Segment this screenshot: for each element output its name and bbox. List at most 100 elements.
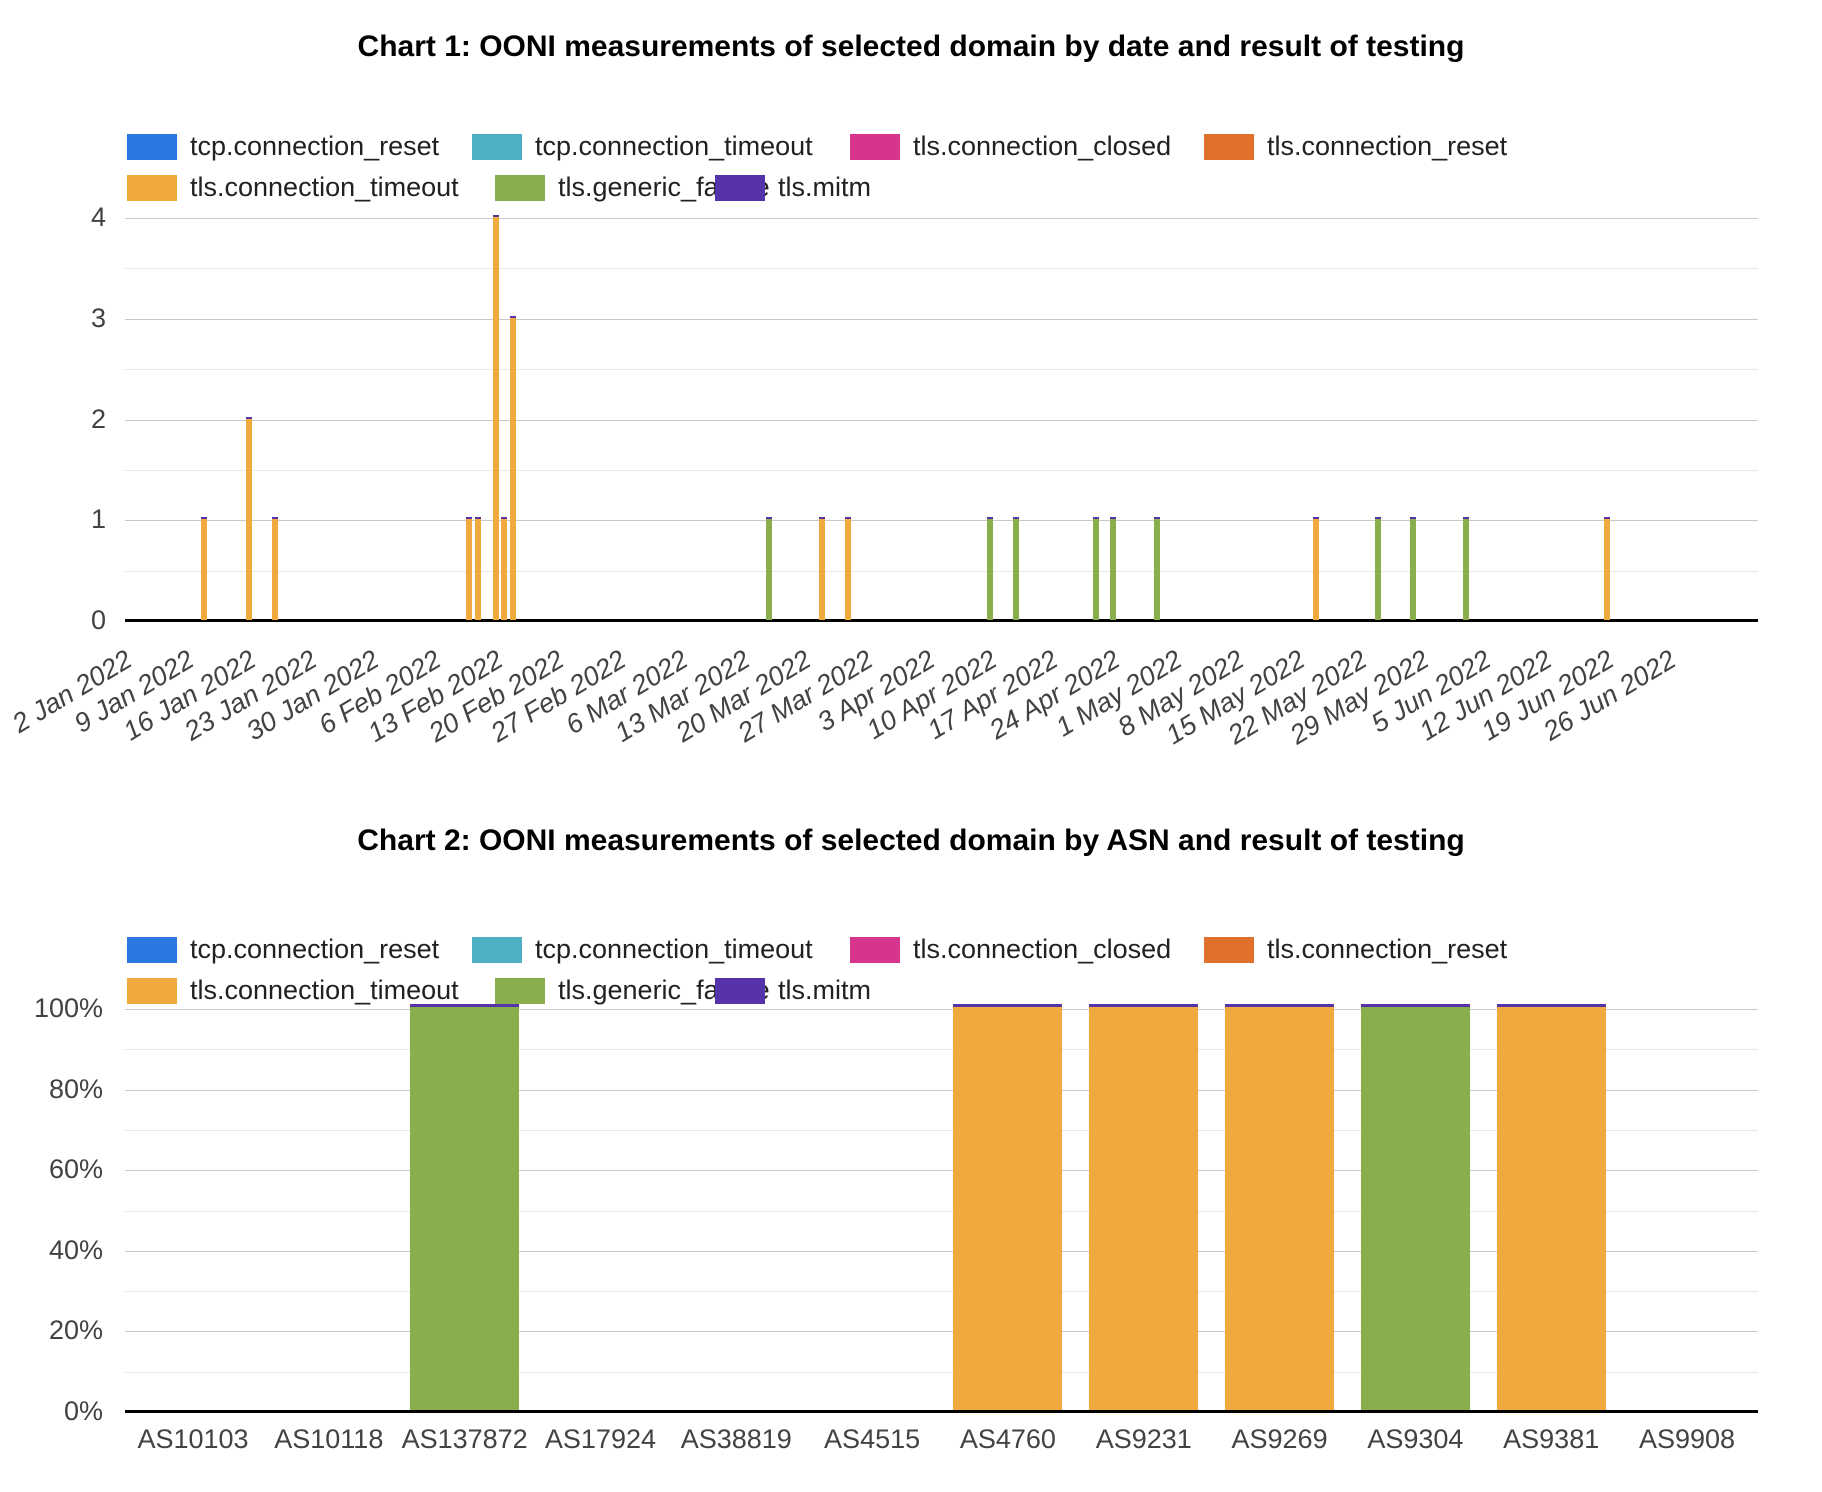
bar-2022-04-10-tls.generic_failure[interactable] [986, 517, 993, 620]
x-axis-tick-label: AS10118 [274, 1424, 384, 1454]
gridline-minor [125, 1210, 1758, 1212]
y-axis-tick-label: 1 [90, 504, 106, 535]
bar-2022-02-11-tls.connection_timeout[interactable] [474, 517, 481, 620]
bar-AS9304-tls.generic_failure[interactable] [1360, 1004, 1470, 1410]
gridline-major [125, 520, 1758, 522]
legend-swatch-tls.generic_failure [495, 174, 545, 201]
legend-item-tcp.connection_reset: tcp.connection_reset [127, 934, 440, 964]
legend-label: tls.mitm [778, 975, 871, 1005]
y-axis-tick-label: 80% [48, 1073, 103, 1104]
y-axis-tick-label: 100% [33, 993, 103, 1023]
x-axis-tick-label: AS9269 [1231, 1424, 1328, 1454]
legend-label: tcp.connection_reset [190, 934, 440, 964]
bar-2022-03-25-tls.connection_timeout[interactable] [845, 517, 852, 620]
bar-2022-05-28-tls.generic_failure[interactable] [1410, 517, 1417, 620]
x-axis-tick-label: AS9908 [1638, 1424, 1736, 1454]
legend-label: tls.mitm [778, 172, 871, 202]
gridline-minor [125, 469, 1758, 471]
y-axis-tick-label: 0 [90, 605, 106, 635]
gridline-minor [125, 268, 1758, 270]
bar-2022-05-24-tls.generic_failure[interactable] [1374, 517, 1381, 620]
legend-item-tcp.connection_timeout: tcp.connection_timeout [472, 934, 813, 964]
legend-label: tcp.connection_timeout [535, 934, 813, 964]
x-axis-tick-label: AS38819 [680, 1424, 792, 1454]
gridline-major [125, 1170, 1758, 1172]
y-axis-tick-label: 20% [48, 1315, 103, 1346]
x-axis-tick-label: AS9304 [1367, 1424, 1464, 1454]
legend-swatch-tls.generic_failure [495, 977, 545, 1004]
bar-AS4760-tls.connection_timeout[interactable] [953, 1004, 1063, 1410]
x-axis-tick-label: AS9231 [1095, 1424, 1192, 1454]
legend-item-tls.connection_timeout: tls.connection_timeout [127, 975, 459, 1005]
legend-swatch-tcp.connection_reset [127, 936, 177, 963]
legend-label: tcp.connection_timeout [535, 131, 813, 161]
legend-item-tcp.connection_reset: tcp.connection_reset [127, 131, 440, 161]
bar-2022-04-24-tls.generic_failure[interactable] [1110, 517, 1117, 620]
gridline-minor [125, 1129, 1758, 1131]
legend-item-tls.connection_closed: tls.connection_closed [850, 131, 1172, 161]
legend-swatch-tls.mitm [715, 977, 765, 1004]
bar-AS9269-tls.connection_timeout[interactable] [1225, 1004, 1335, 1410]
legend-swatch-tls.connection_reset [1204, 133, 1254, 160]
bar-AS9381-tls.connection_timeout[interactable] [1496, 1004, 1606, 1410]
legend-swatch-tls.mitm [715, 174, 765, 201]
x-axis-line [125, 619, 1758, 622]
gridline-minor [125, 1049, 1758, 1051]
bar-2022-04-13-tls.generic_failure[interactable] [1013, 517, 1020, 620]
bar-2022-02-13-tls.connection_timeout[interactable] [492, 215, 499, 620]
x-axis-tick-label: AS4760 [959, 1424, 1056, 1454]
legend-label: tls.connection_timeout [190, 172, 459, 202]
chart2-title: Chart 2: OONI measurements of selected d… [357, 824, 1465, 857]
legend-item-tls.connection_timeout: tls.connection_timeout [127, 172, 459, 202]
bar-2022-01-19-tls.connection_timeout[interactable] [271, 517, 278, 620]
legend-swatch-tls.connection_reset [1204, 936, 1254, 963]
bar-2022-06-19-tls.connection_timeout[interactable] [1604, 517, 1611, 620]
bar-2022-03-16-tls.generic_failure[interactable] [766, 517, 773, 620]
legend-label: tls.connection_closed [913, 131, 1172, 161]
legend-swatch-tls.connection_timeout [127, 174, 177, 201]
bar-2022-03-22-tls.connection_timeout[interactable] [819, 517, 825, 620]
y-axis-tick-label: 2 [90, 403, 106, 434]
legend-swatch-tls.connection_closed [850, 936, 900, 963]
y-axis-tick-label: 40% [48, 1234, 103, 1265]
bar-2022-04-22-tls.generic_failure[interactable] [1092, 517, 1099, 620]
gridline-minor [125, 1371, 1758, 1373]
legend-label: tls.connection_timeout [190, 975, 459, 1005]
legend-item-tls.connection_reset: tls.connection_reset [1204, 131, 1507, 161]
legend-item-tls.mitm: tls.mitm [715, 172, 871, 202]
bar-2022-01-16-tls.connection_timeout[interactable] [245, 416, 252, 620]
legend-swatch-tcp.connection_timeout [472, 133, 522, 160]
legend-swatch-tls.connection_closed [850, 133, 900, 160]
gridline-major [125, 1331, 1758, 1333]
x-axis-tick-label: AS17924 [544, 1424, 656, 1454]
x-axis-line [125, 1410, 1758, 1413]
legend-item-tls.connection_closed: tls.connection_closed [850, 934, 1172, 964]
bar-2022-04-29-tls.generic_failure[interactable] [1154, 517, 1161, 620]
bar-2022-01-11-tls.connection_timeout[interactable] [201, 517, 208, 620]
gridline-major [125, 318, 1758, 320]
bar-2022-06-03-tls.generic_failure[interactable] [1463, 517, 1470, 620]
gridline-major [125, 419, 1758, 421]
legend-item-tls.connection_reset: tls.connection_reset [1204, 934, 1507, 964]
x-axis-tick-label: AS10103 [137, 1424, 249, 1454]
bar-2022-02-15-tls.connection_timeout[interactable] [510, 315, 517, 620]
gridline-major [125, 218, 1758, 219]
gridline-minor [125, 570, 1758, 572]
y-axis-tick-label: 4 [90, 202, 106, 232]
bar-2022-02-10-tls.connection_timeout[interactable] [466, 517, 473, 620]
legend-label: tls.connection_closed [913, 934, 1172, 964]
legend-item-tcp.connection_timeout: tcp.connection_timeout [472, 131, 813, 161]
x-axis-tick-label: AS4515 [824, 1424, 921, 1454]
bar-2022-05-17-tls.connection_timeout[interactable] [1313, 517, 1320, 620]
bar-2022-02-14-tls.connection_timeout[interactable] [501, 517, 508, 620]
gridline-minor [125, 1291, 1758, 1293]
y-axis-tick-label: 60% [48, 1154, 103, 1185]
bar-AS9231-tls.connection_timeout[interactable] [1089, 1004, 1199, 1410]
x-axis-tick-label: AS9381 [1503, 1424, 1600, 1454]
bar-AS137872-tls.generic_failure[interactable] [410, 1004, 520, 1410]
chart1-title: Chart 1: OONI measurements of selected d… [357, 30, 1465, 63]
x-axis-tick-label: AS137872 [401, 1424, 528, 1454]
legend-label: tcp.connection_reset [190, 131, 440, 161]
gridline-minor [125, 369, 1758, 371]
